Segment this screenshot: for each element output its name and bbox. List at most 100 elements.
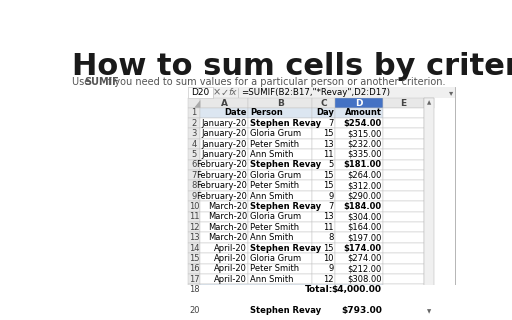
- Bar: [248, 99, 312, 108]
- Text: How to sum cells by criteria: How to sum cells by criteria: [72, 52, 512, 81]
- Bar: [248, 232, 312, 243]
- Bar: [383, 139, 423, 149]
- Text: March-20: March-20: [208, 212, 247, 221]
- Text: 10: 10: [189, 202, 200, 211]
- Bar: [312, 201, 335, 212]
- Bar: [200, 139, 248, 149]
- Bar: [312, 149, 335, 160]
- Text: $232.00: $232.00: [347, 140, 382, 148]
- Bar: [200, 212, 248, 222]
- Text: ✓: ✓: [220, 88, 228, 98]
- Bar: [188, 264, 200, 274]
- Bar: [200, 305, 248, 316]
- Bar: [312, 170, 335, 180]
- Text: 4: 4: [191, 140, 197, 148]
- Bar: [335, 129, 383, 139]
- Bar: [423, 99, 434, 316]
- Text: 2: 2: [191, 119, 197, 128]
- Text: 15: 15: [323, 129, 334, 138]
- Text: March-20: March-20: [208, 223, 247, 232]
- Bar: [188, 108, 200, 118]
- Bar: [188, 212, 200, 222]
- Bar: [423, 212, 434, 222]
- Text: Gloria Grum: Gloria Grum: [250, 212, 301, 221]
- Text: April-20: April-20: [214, 264, 247, 273]
- Text: E: E: [400, 99, 407, 108]
- Bar: [188, 87, 213, 99]
- Text: 7: 7: [328, 202, 334, 211]
- Text: $164.00: $164.00: [347, 223, 382, 232]
- Bar: [383, 253, 423, 264]
- Bar: [423, 201, 434, 212]
- Text: 11: 11: [323, 150, 334, 159]
- Text: 20: 20: [189, 306, 200, 315]
- Bar: [423, 139, 434, 149]
- Bar: [312, 180, 335, 191]
- Bar: [188, 201, 200, 212]
- Bar: [335, 264, 383, 274]
- Bar: [200, 118, 248, 129]
- Bar: [200, 222, 248, 232]
- Bar: [383, 264, 423, 274]
- Bar: [312, 129, 335, 139]
- Text: Ann Smith: Ann Smith: [250, 150, 293, 159]
- Bar: [200, 253, 248, 264]
- Bar: [335, 212, 383, 222]
- Text: fx: fx: [228, 88, 237, 97]
- Bar: [383, 129, 423, 139]
- Text: Date: Date: [224, 108, 247, 117]
- Text: 10: 10: [323, 254, 334, 263]
- Text: Ann Smith: Ann Smith: [250, 233, 293, 242]
- Bar: [200, 180, 248, 191]
- Bar: [335, 305, 383, 316]
- Text: $197.00: $197.00: [347, 233, 382, 242]
- Text: 15: 15: [323, 181, 334, 190]
- Bar: [423, 129, 434, 139]
- Bar: [248, 264, 312, 274]
- Bar: [188, 243, 200, 253]
- Bar: [423, 108, 434, 118]
- Bar: [383, 201, 423, 212]
- Bar: [200, 170, 248, 180]
- Bar: [335, 243, 383, 253]
- Bar: [312, 160, 335, 170]
- Bar: [200, 232, 248, 243]
- Text: 13: 13: [189, 233, 200, 242]
- Text: A: A: [221, 99, 228, 108]
- Text: 11: 11: [323, 223, 334, 232]
- Bar: [423, 264, 434, 274]
- Text: $308.00: $308.00: [347, 275, 382, 284]
- Text: 15: 15: [323, 171, 334, 180]
- Text: $184.00: $184.00: [344, 202, 382, 211]
- Text: March-20: March-20: [208, 202, 247, 211]
- Text: $212.00: $212.00: [348, 264, 382, 273]
- Text: January-20: January-20: [202, 129, 247, 138]
- Bar: [335, 108, 383, 118]
- Bar: [423, 118, 434, 129]
- Text: $312.00: $312.00: [347, 181, 382, 190]
- Text: April-20: April-20: [214, 254, 247, 263]
- Bar: [423, 149, 434, 160]
- Bar: [335, 139, 383, 149]
- Bar: [312, 274, 335, 284]
- Bar: [383, 284, 423, 295]
- Bar: [383, 274, 423, 284]
- Text: February-20: February-20: [196, 192, 247, 201]
- Text: $264.00: $264.00: [347, 171, 382, 180]
- Text: January-20: January-20: [202, 119, 247, 128]
- Bar: [423, 222, 434, 232]
- Text: 1: 1: [191, 108, 197, 117]
- Bar: [423, 99, 434, 108]
- Bar: [248, 129, 312, 139]
- Text: ▾: ▾: [450, 88, 454, 97]
- Text: 14: 14: [189, 244, 200, 252]
- Text: April-20: April-20: [214, 275, 247, 284]
- Bar: [312, 305, 335, 316]
- Bar: [188, 149, 200, 160]
- Bar: [248, 222, 312, 232]
- Bar: [335, 170, 383, 180]
- Text: ▼: ▼: [426, 309, 431, 314]
- Bar: [248, 170, 312, 180]
- Bar: [188, 118, 200, 129]
- Bar: [423, 180, 434, 191]
